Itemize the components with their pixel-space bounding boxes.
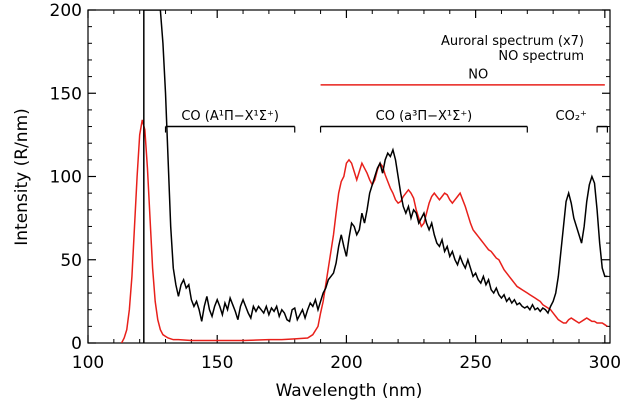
x-tick-label: 300 [589, 353, 621, 373]
y-tick-label: 150 [50, 84, 82, 104]
legend-entry-no: NO spectrum [498, 49, 584, 64]
x-tick-label: 100 [72, 353, 104, 373]
annotation-no-label: NO [468, 68, 488, 83]
x-tick-label: 250 [459, 353, 491, 373]
legend-entry-auroral: Auroral spectrum (x7) [441, 34, 584, 49]
axis-ticks: 100 150 200 250 300 0 50 100 150 200 [50, 1, 622, 373]
series-auroral-line [143, 10, 608, 343]
series-layer [120, 10, 608, 343]
y-tick-label: 0 [71, 334, 82, 354]
x-tick-label: 200 [330, 353, 362, 373]
annotation-layer: NO CO (A¹Π−X¹Σ⁺) CO (a³Π−X¹Σ⁺) CO₂⁺ [164, 68, 609, 133]
y-tick-label: 50 [60, 251, 82, 271]
x-axis-label: Wavelength (nm) [276, 381, 423, 401]
annotation-co-a3-label: CO (a³Π−X¹Σ⁺) [376, 109, 473, 124]
y-tick-label: 100 [50, 168, 82, 188]
annotation-co2-label: CO₂⁺ [556, 109, 587, 124]
x-tick-label: 150 [201, 353, 233, 373]
annotation-co-a-label: CO (A¹Π−X¹Σ⁺) [181, 109, 279, 124]
legend: Auroral spectrum (x7) NO spectrum [441, 34, 584, 64]
y-tick-label: 200 [50, 1, 82, 21]
y-axis-label: Intensity (R/nm) [12, 108, 32, 246]
